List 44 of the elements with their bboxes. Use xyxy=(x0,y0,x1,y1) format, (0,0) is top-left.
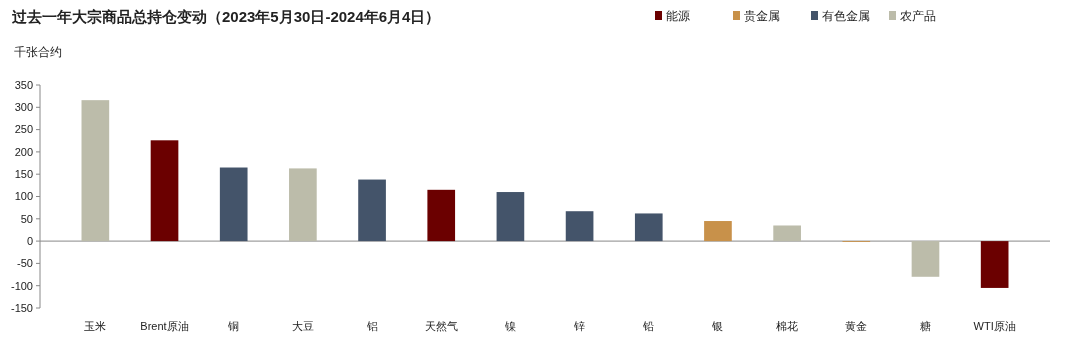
y-tick-label: 300 xyxy=(14,101,33,114)
bar xyxy=(219,167,248,242)
x-tick-label: 黄金 xyxy=(845,320,868,332)
x-tick-label: 天然气 xyxy=(424,320,458,332)
y-tick-label: 100 xyxy=(14,190,33,203)
y-tick-label: -50 xyxy=(17,257,33,270)
bar xyxy=(427,189,456,242)
x-tick-label: 银 xyxy=(711,320,724,332)
x-tick-label: Brent原油 xyxy=(140,320,189,332)
bar xyxy=(980,241,1009,288)
legend-label: 贵金属 xyxy=(744,9,780,23)
y-axis-title: 千张合约 xyxy=(14,45,62,59)
y-tick-label: 50 xyxy=(20,212,33,225)
y-tick-label: 0 xyxy=(26,234,33,247)
bar xyxy=(150,140,179,242)
legend-label: 农产品 xyxy=(900,9,936,23)
x-tick-label: 锌 xyxy=(573,320,586,332)
x-tick-label: WTI原油 xyxy=(973,320,1016,332)
legend-label: 能源 xyxy=(666,9,690,23)
legend-label: 有色金属 xyxy=(822,9,870,23)
bar xyxy=(634,213,663,242)
bar xyxy=(565,211,594,242)
x-tick-label: 棉花 xyxy=(776,320,799,332)
x-tick-label: 铅 xyxy=(642,320,655,332)
y-tick-label: 250 xyxy=(14,123,33,136)
bar xyxy=(81,100,110,242)
x-tick-label: 大豆 xyxy=(291,320,314,332)
chart-title: 过去一年大宗商品总持仓变动（2023年5月30日-2024年6月4日） xyxy=(11,8,441,25)
bar xyxy=(289,168,317,242)
bar xyxy=(496,192,525,242)
y-tick-label: -150 xyxy=(10,301,33,314)
y-tick-label: 350 xyxy=(14,78,33,91)
x-tick-label: 玉米 xyxy=(84,320,107,332)
x-tick-label: 铜 xyxy=(227,320,240,332)
bar xyxy=(911,241,940,277)
y-tick-label: 150 xyxy=(14,168,33,181)
x-tick-label: 铝 xyxy=(365,320,378,332)
x-tick-label: 镍 xyxy=(503,320,516,332)
y-tick-label: 200 xyxy=(14,145,33,158)
bar xyxy=(704,221,732,242)
bar xyxy=(773,225,801,242)
bar xyxy=(358,179,386,242)
y-tick-label: -100 xyxy=(10,279,33,292)
x-tick-label: 糖 xyxy=(919,320,931,332)
